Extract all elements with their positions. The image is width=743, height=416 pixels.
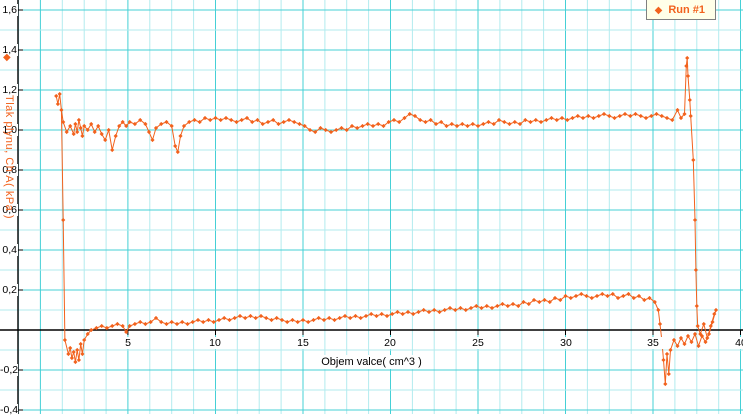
x-axis-title-wrap: Objem valce( cm^3 ) [0,355,743,369]
x-axis-title[interactable]: Objem valce( cm^3 ) [317,355,426,369]
legend-run-label: Run #1 [668,4,705,16]
legend-diamond-icon: ◆ [654,5,663,16]
legend-box[interactable]: ◆ Run #1 [645,0,716,20]
y-axis-title[interactable]: Tlak plynu, Ch A( kPa ) [3,95,15,219]
data-series [54,55,719,387]
series-diamond-icon: ◆ [3,52,11,63]
